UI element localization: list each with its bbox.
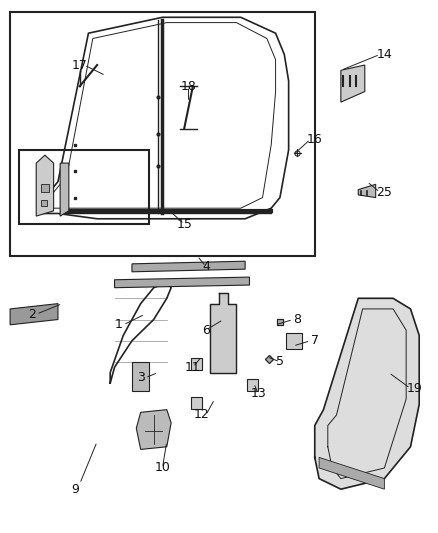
FancyBboxPatch shape xyxy=(286,333,302,349)
FancyBboxPatch shape xyxy=(41,184,49,192)
Polygon shape xyxy=(36,155,53,216)
Text: 1: 1 xyxy=(115,318,123,332)
Text: 25: 25 xyxy=(376,186,392,199)
FancyBboxPatch shape xyxy=(247,379,258,391)
Text: 2: 2 xyxy=(28,308,36,321)
FancyBboxPatch shape xyxy=(191,397,201,409)
Text: 9: 9 xyxy=(71,483,79,496)
Text: 3: 3 xyxy=(137,372,145,384)
Text: 7: 7 xyxy=(311,334,319,347)
Polygon shape xyxy=(60,163,69,216)
Text: 19: 19 xyxy=(407,382,423,395)
Polygon shape xyxy=(132,261,245,272)
Polygon shape xyxy=(341,65,365,102)
Polygon shape xyxy=(115,277,250,288)
Text: 13: 13 xyxy=(250,387,266,400)
Text: 5: 5 xyxy=(276,356,284,368)
Text: 16: 16 xyxy=(307,133,323,146)
Text: 11: 11 xyxy=(185,361,201,374)
Text: 6: 6 xyxy=(202,324,210,337)
Text: 17: 17 xyxy=(72,59,88,71)
FancyBboxPatch shape xyxy=(41,200,47,206)
Polygon shape xyxy=(315,298,419,489)
FancyBboxPatch shape xyxy=(191,358,201,370)
Text: 15: 15 xyxy=(176,217,192,231)
Polygon shape xyxy=(210,293,237,373)
Polygon shape xyxy=(10,304,58,325)
FancyBboxPatch shape xyxy=(132,362,149,391)
Polygon shape xyxy=(136,410,171,449)
Text: 14: 14 xyxy=(377,48,392,61)
Text: 12: 12 xyxy=(194,408,209,422)
Text: 8: 8 xyxy=(293,313,301,326)
Polygon shape xyxy=(358,184,376,198)
Text: 4: 4 xyxy=(202,260,210,273)
Polygon shape xyxy=(319,457,385,489)
Text: 10: 10 xyxy=(155,462,170,474)
Text: 18: 18 xyxy=(180,80,197,93)
